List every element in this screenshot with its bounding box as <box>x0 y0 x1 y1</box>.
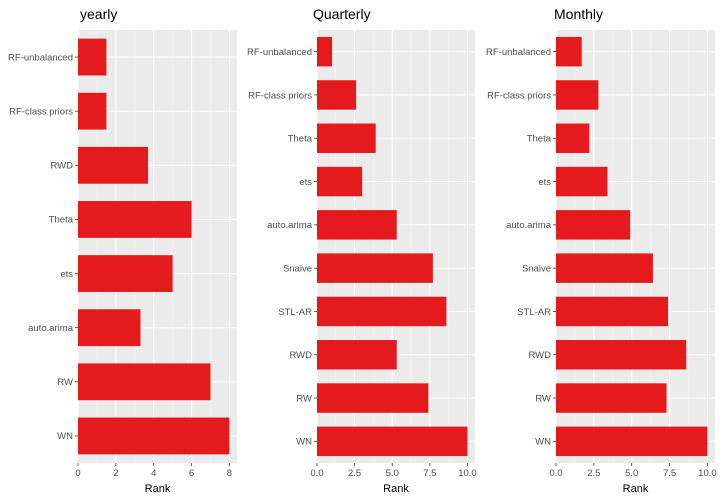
category-label: auto.arima <box>28 323 74 334</box>
x-axis-title: Rank <box>145 483 171 495</box>
x-tick-label: 7.5 <box>663 468 676 479</box>
category-label: WN <box>535 437 551 448</box>
x-tick-label: 4 <box>151 468 156 479</box>
x-axis-title: Rank <box>623 483 649 495</box>
category-label: RWD <box>289 350 312 361</box>
bar-stl-ar <box>556 296 669 327</box>
x-tick-label: 8 <box>227 468 232 479</box>
category-label: RF-class priors <box>248 90 312 101</box>
bar-rwd <box>78 146 149 184</box>
x-tick-label: 10.0 <box>458 468 477 479</box>
panel-quarterly: RF-unbalanced RF-class priors Theta ets auto… <box>247 6 477 495</box>
bar-rf-unbalanced <box>556 36 582 67</box>
bar-theta <box>556 123 590 153</box>
category-label: STL-AR <box>278 307 312 318</box>
bar-auto-arima <box>78 309 141 347</box>
category-label: ets <box>60 269 73 280</box>
bar-auto-arima <box>317 210 397 240</box>
category-label: auto.arima <box>506 220 552 231</box>
category-label: RW <box>535 393 551 404</box>
category-label: RF-unbalanced <box>247 47 312 58</box>
x-tick-label: 5.0 <box>386 468 399 479</box>
x-tick-label: 2.5 <box>587 468 600 479</box>
x-tick-label: 0.0 <box>310 468 323 479</box>
category-label: RF-unbalanced <box>8 52 73 63</box>
category-label: Theta <box>527 134 552 145</box>
category-label: ets <box>538 177 551 188</box>
panel-yearly: RF-unbalanced RF-class priors RWD Theta ets a… <box>8 6 237 495</box>
panel-title: Quarterly <box>313 6 371 22</box>
category-label: WN <box>296 437 312 448</box>
x-tick-label: 6 <box>189 468 194 479</box>
panel-title: yearly <box>80 6 117 22</box>
bar-rf-class-priors <box>317 80 357 110</box>
bar-ets <box>556 166 608 197</box>
category-label: Snaive <box>522 263 551 274</box>
bar-rf-unbalanced <box>78 38 107 76</box>
category-label: RW <box>296 393 312 404</box>
bar-rw <box>317 383 429 413</box>
x-tick-label: 0 <box>75 468 80 479</box>
bar-wn <box>317 426 468 457</box>
bar-snaive <box>556 253 653 283</box>
x-axis-title: Rank <box>383 483 409 495</box>
x-tick-label: 7.5 <box>423 468 436 479</box>
bar-ets <box>78 255 173 292</box>
bar-rw <box>556 383 667 413</box>
bar-rw <box>78 363 211 401</box>
category-label: RF-unbalanced <box>486 47 551 58</box>
x-tick-label: 2.5 <box>348 468 361 479</box>
x-tick-label: 10.0 <box>698 468 717 479</box>
category-label: RF-class priors <box>9 106 73 117</box>
bar-stl-ar <box>317 296 447 327</box>
category-label: RF-class priors <box>487 90 551 101</box>
x-tick-label: 0.0 <box>549 468 562 479</box>
bar-rwd <box>317 340 397 370</box>
bar-rwd <box>556 340 687 370</box>
bar-theta <box>78 201 192 238</box>
bar-ets <box>317 166 363 197</box>
bar-auto-arima <box>556 210 631 240</box>
category-label: auto.arima <box>267 220 313 231</box>
category-label: RWD <box>528 350 551 361</box>
bar-snaive <box>317 253 433 283</box>
x-tick-label: 5.0 <box>625 468 638 479</box>
panel-title: Monthly <box>554 6 603 22</box>
category-label: STL-AR <box>517 307 551 318</box>
panel-monthly: RF-unbalanced RF-class priors Theta ets auto… <box>486 6 717 495</box>
category-label: RWD <box>50 161 73 172</box>
bar-wn <box>78 417 230 455</box>
bar-theta <box>317 123 376 153</box>
category-label: ets <box>299 177 312 188</box>
category-label: Snaive <box>283 263 312 274</box>
category-label: Theta <box>288 134 313 145</box>
x-tick-label: 2 <box>113 468 118 479</box>
category-label: Theta <box>49 215 74 226</box>
bar-wn <box>556 426 708 457</box>
bar-rf-class-priors <box>556 80 599 110</box>
category-label: WN <box>57 431 73 442</box>
bar-rf-unbalanced <box>317 36 333 67</box>
category-label: RW <box>57 377 73 388</box>
bar-rf-class-priors <box>78 92 107 130</box>
